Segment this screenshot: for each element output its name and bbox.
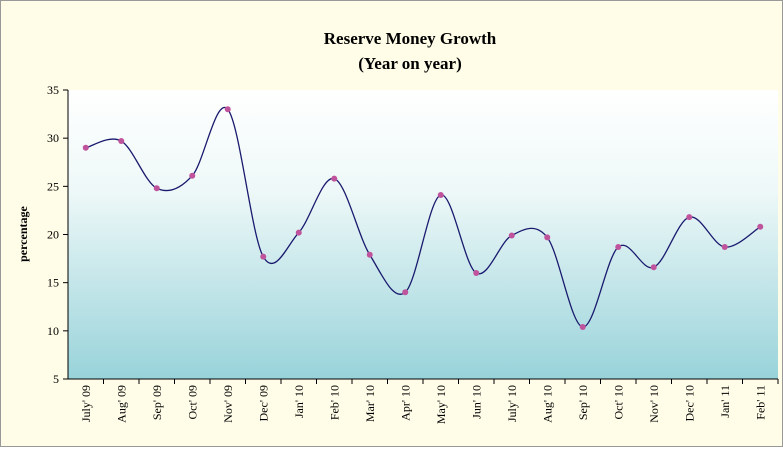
x-tick-label: Jun' 10 [469,385,483,419]
y-tick-label: 10 [47,324,59,338]
x-tick-label: Jan' 11 [718,385,732,418]
x-tick-label: Nov' 10 [647,385,661,423]
marker [650,264,657,271]
marker [295,229,302,236]
x-tick-label: July' 10 [505,385,519,422]
marker [721,244,728,251]
x-tick-label: Oct' 10 [611,385,625,420]
marker [118,138,125,145]
marker [615,244,622,251]
x-tick-label: Sep' 10 [576,385,590,420]
line [85,106,761,328]
x-tick-label: Apr' 10 [398,385,412,421]
y-tick-label: 35 [47,83,59,97]
y-tick-label: 20 [47,228,59,242]
marker [366,251,373,258]
marker [402,289,409,296]
x-tick-label: Aug' 09 [114,385,128,423]
marker [331,175,338,182]
x-tick-label: Nov' 09 [221,385,235,423]
y-tick-label: 25 [47,179,59,193]
y-tick-label: 15 [47,276,59,290]
x-tick-label: Dec' 10 [682,385,696,421]
marker [757,223,764,230]
marker [437,192,444,199]
x-tick-label: Oct' 09 [185,385,199,420]
x-tick-label: Feb' 10 [327,385,341,420]
marker [508,232,515,239]
y-tick-label: 30 [47,131,59,145]
x-tick-label: Sep' 09 [150,385,164,420]
marker [82,144,89,151]
chart-subtitle: (Year on year) [358,54,462,73]
y-tick-label: 5 [53,372,59,386]
x-tick-label: Aug' 10 [540,385,554,423]
marker [544,234,551,241]
chart-title: Reserve Money Growth [324,29,497,48]
marker [473,270,480,277]
x-tick-label: July' 09 [79,385,93,422]
x-tick-label: Feb' 11 [753,385,767,420]
y-axis-label: percentage [16,205,30,261]
x-tick-label: May' 10 [434,385,448,424]
marker [260,253,267,260]
marker [189,172,196,179]
x-tick-label: Jan' 10 [292,385,306,418]
marker [153,185,160,192]
marker [579,323,586,330]
plot-area [68,90,778,379]
x-tick-label: Dec' 09 [256,385,270,421]
marker [686,214,693,221]
marker [224,106,231,113]
x-tick-label: Mar' 10 [363,385,377,422]
